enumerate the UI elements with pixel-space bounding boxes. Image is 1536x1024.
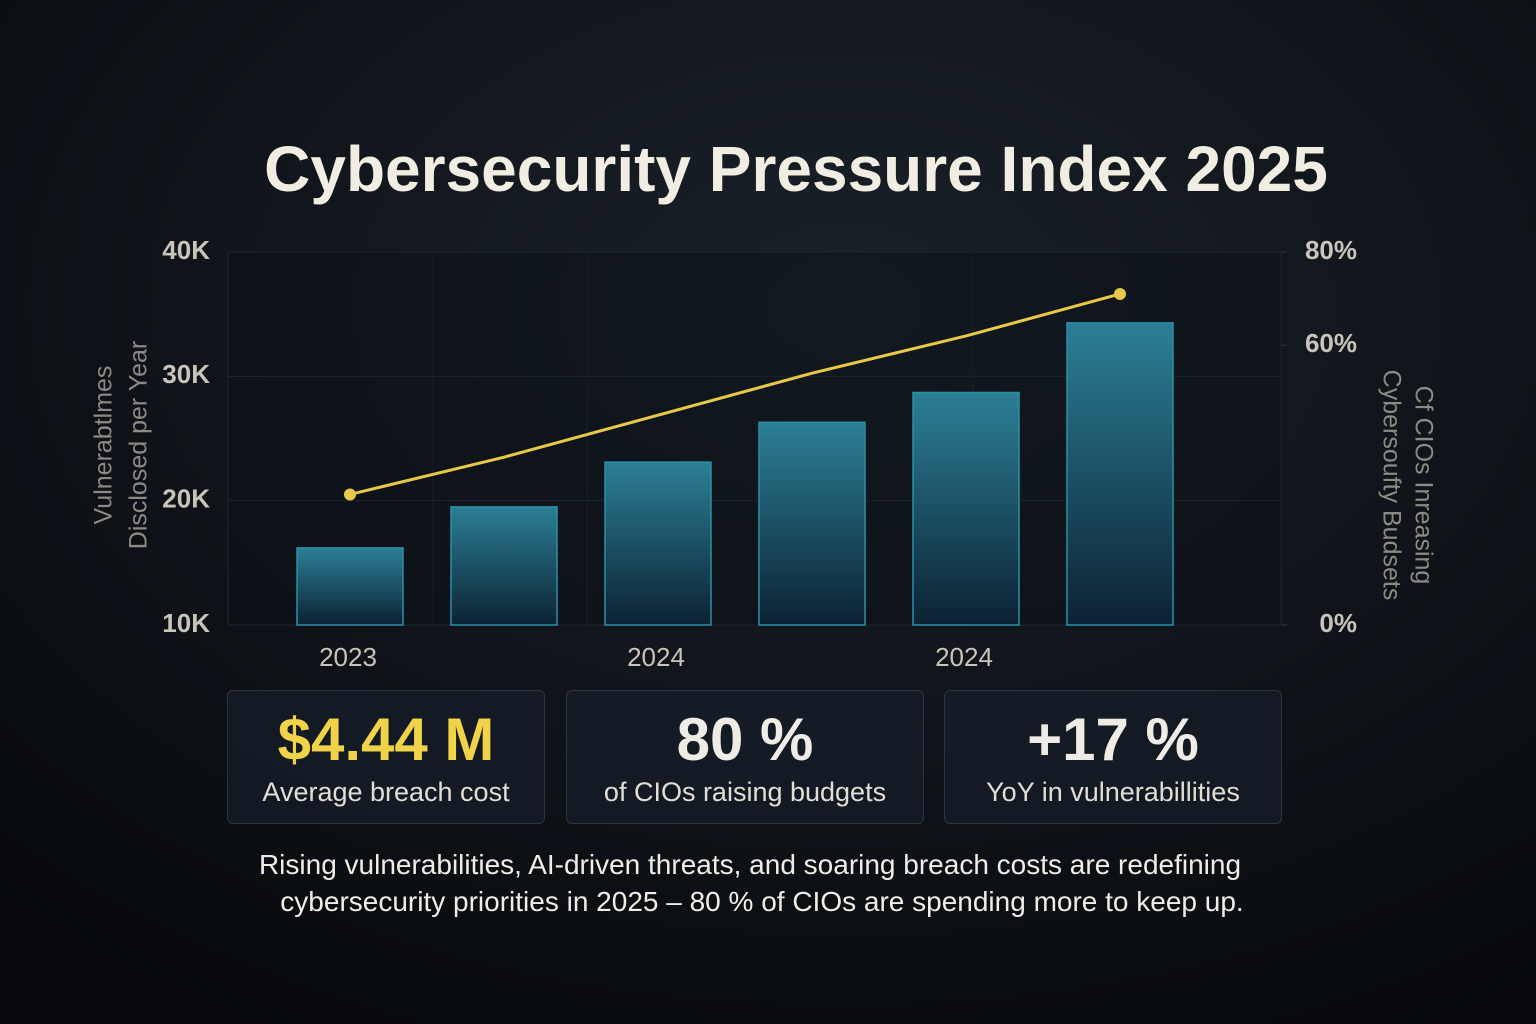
footnote-line: Rising vulnerabilities, AI-driven threat… xyxy=(258,849,1242,880)
stat-value: 80 % xyxy=(676,706,814,773)
stat-label: of CIOs raising budgets xyxy=(603,777,887,807)
bar xyxy=(450,506,558,626)
stat-label: Average breach cost xyxy=(262,777,510,807)
line xyxy=(349,292,1121,496)
stat-card: $4.44 M Average breach cost xyxy=(227,690,545,824)
x-tick-label: 2024 xyxy=(627,642,685,672)
y-axis-title: Disclosed per Year xyxy=(125,341,153,549)
y-axis-title: Vulnerabtlmes xyxy=(90,366,118,525)
y2-tick-label: 60% xyxy=(1305,328,1357,358)
y2-tick-label: 0% xyxy=(1319,608,1357,638)
y2-tick-label: 80% xyxy=(1305,235,1357,265)
bar xyxy=(604,461,712,626)
stat-card: 80 % of CIOs raising budgets xyxy=(566,690,924,824)
line-point xyxy=(344,488,356,501)
bar xyxy=(296,547,404,626)
y2-axis-title: Cf CIOs Inreasing xyxy=(1409,386,1437,585)
stat-value: +17 % xyxy=(1027,706,1199,773)
bar xyxy=(1066,322,1174,626)
y-tick-label: 20K xyxy=(162,484,210,514)
footnote-line: cybersecurity priorities in 2025 – 80 % … xyxy=(280,886,1244,917)
stat-card: +17 % YoY in vulnerabillities xyxy=(944,690,1282,824)
footnote: Rising vulnerabilities, AI-driven threat… xyxy=(0,846,1500,920)
chart-title: Cybersecurity Pressure Index 2025 xyxy=(264,133,1328,205)
y2-axis-title: Cybersoufty Budsets xyxy=(1377,370,1405,601)
y-tick-label: 10K xyxy=(162,608,210,638)
line-point xyxy=(1114,287,1126,300)
y-tick-label: 40K xyxy=(162,235,210,265)
x-tick-label: 2023 xyxy=(319,642,377,672)
stat-value: $4.44 M xyxy=(277,706,495,773)
x-tick-label: 2024 xyxy=(935,642,993,672)
y-tick-label: 30K xyxy=(162,359,210,389)
stat-label: YoY in vulnerabillities xyxy=(986,777,1240,807)
bar xyxy=(758,421,866,626)
bar xyxy=(912,391,1020,626)
